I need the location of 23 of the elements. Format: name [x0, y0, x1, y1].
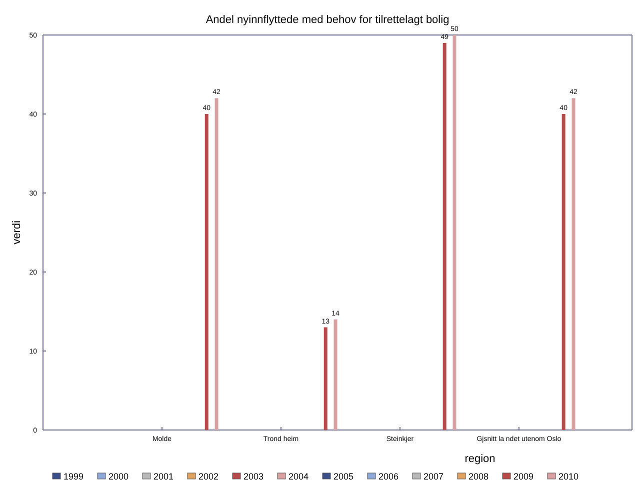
x-axis-title: region	[464, 453, 496, 465]
bar	[334, 319, 338, 430]
bar	[442, 42, 446, 430]
legend-label: 2010	[558, 472, 579, 482]
bar	[204, 114, 208, 430]
bar	[452, 35, 456, 430]
bar	[562, 114, 566, 430]
legend-label: 2005	[334, 472, 354, 482]
legend-label: 2008	[468, 472, 489, 482]
legend-label: 2003	[244, 472, 264, 482]
legend-label: 2009	[514, 472, 534, 482]
bar	[572, 98, 576, 430]
legend-label: 2001	[154, 472, 174, 482]
legend-label: 1999	[64, 472, 84, 482]
bar	[324, 327, 328, 430]
y-axis-title: verdi	[11, 220, 23, 244]
bar	[214, 98, 218, 430]
legend-label: 2000	[108, 472, 129, 482]
legend-label: 2007	[424, 472, 444, 482]
legend-label: 2004	[288, 472, 309, 482]
chart-title: Andel nyinnflyttede med behov for tilrettelagt bolig	[206, 14, 450, 26]
legend-label: 2002	[198, 472, 219, 482]
legend-label: 2006	[378, 472, 399, 482]
